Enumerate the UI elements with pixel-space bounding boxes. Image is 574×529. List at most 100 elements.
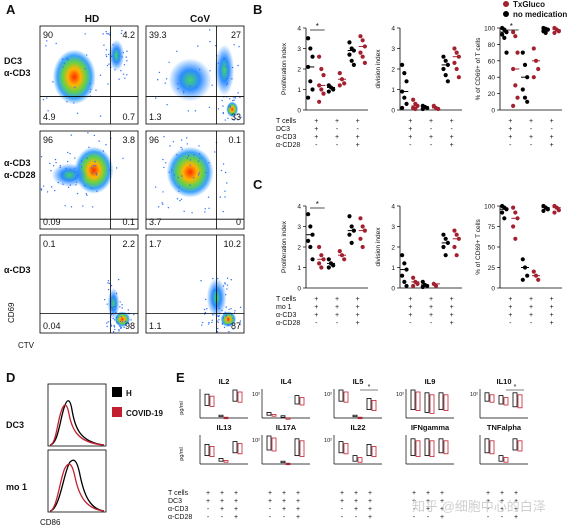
flow-event-dot <box>211 84 213 86</box>
y-tick-label: 2 <box>297 67 301 74</box>
flow-event-dot <box>226 288 228 290</box>
cytokine-title: IL4 <box>281 377 293 386</box>
flow-event-dot <box>52 81 54 83</box>
condition-sign: - <box>207 506 210 513</box>
flow-event-dot <box>197 174 200 176</box>
flow-event-dot <box>209 70 211 72</box>
box-covid <box>223 416 229 420</box>
y-axis-label: Proliferation index <box>281 220 288 273</box>
flow-event-dot <box>224 311 226 314</box>
box-covid <box>429 440 435 457</box>
flow-event-dot <box>169 145 171 147</box>
flow-event-dot <box>234 118 236 120</box>
y-tick-label: 0 <box>297 108 301 115</box>
cytokine-plot-il22: IL22 10² <box>324 423 382 465</box>
quadrant-value-top-right: 2.2 <box>122 239 135 249</box>
y-tick-label: 2 <box>391 245 395 252</box>
flow-event-dot <box>225 315 227 318</box>
box-healthy <box>204 393 210 406</box>
data-point-no-medication <box>326 265 331 270</box>
data-point-no-medication <box>349 58 354 63</box>
quadrant-value-bottom-left: 1.1 <box>149 321 162 331</box>
y-axis-label: division index <box>375 227 382 267</box>
quadrant-value-bottom-right: 98 <box>125 321 135 331</box>
flow-event-dot <box>50 170 52 172</box>
flow-event-dot <box>227 317 229 319</box>
y-axis-label: % of CD69+ T cells <box>475 218 482 274</box>
flow-event-dot <box>217 327 219 330</box>
flow-event-dot <box>119 306 121 308</box>
condition-sign: + <box>450 142 454 149</box>
flow-event-dot <box>113 324 115 327</box>
box-covid <box>209 395 215 407</box>
flow-event-dot <box>105 55 108 58</box>
data-point-txgluco <box>362 60 367 65</box>
quadrant-value-top-right: 10.2 <box>223 239 241 249</box>
data-point-txgluco <box>531 75 536 80</box>
flow-event-dot <box>180 146 182 149</box>
flow-event-dot <box>164 82 166 84</box>
flow-event-dot <box>106 32 108 35</box>
condition-label: DC3 <box>168 498 182 505</box>
flow-event-dot <box>227 324 230 326</box>
flow-event-dot <box>232 99 234 102</box>
condition-sign: + <box>356 142 360 149</box>
flow-event-dot <box>201 324 203 326</box>
data-point-no-medication <box>404 283 409 289</box>
flow-event-dot <box>177 83 179 85</box>
flow-event-dot <box>50 186 53 188</box>
cytokine-plot-il4: IL4 10² <box>252 377 310 420</box>
flow-event-dot <box>189 184 191 186</box>
data-point-no-medication <box>443 236 448 241</box>
flow-event-dot <box>237 64 239 67</box>
data-point-no-medication <box>308 79 313 84</box>
flow-event-dot <box>83 185 86 187</box>
flow-event-dot <box>173 174 176 176</box>
data-point-no-medication <box>522 95 528 100</box>
box-covid <box>429 394 435 414</box>
box-healthy <box>498 455 504 462</box>
box-covid <box>489 394 495 403</box>
condition-sign: + <box>340 498 344 505</box>
condition-sign: + <box>440 498 444 505</box>
panel-a: A HD CoV DC3 α-CD3 α-CD3 α-CD28 α-CD3 90… <box>4 2 245 350</box>
flow-event-dot <box>66 57 68 60</box>
data-point-txgluco <box>358 50 363 55</box>
y-tick-label: 10² <box>324 392 332 398</box>
flow-event-dot <box>222 210 224 213</box>
condition-label: mo 1 <box>276 304 292 311</box>
flow-event-dot <box>162 203 164 205</box>
condition-sign: + <box>296 498 300 505</box>
data-point-txgluco <box>536 277 541 282</box>
data-point-txgluco <box>342 81 347 86</box>
flow-event-dot <box>168 61 170 63</box>
data-point-no-medication <box>310 54 315 59</box>
flow-event-dot <box>105 144 107 146</box>
flow-event-dot <box>107 33 110 35</box>
significance-star: * <box>316 22 319 31</box>
panel-b-label: B <box>253 2 262 17</box>
flow-event-dot <box>208 207 210 209</box>
flow-event-dot <box>183 90 185 92</box>
data-point-txgluco <box>358 34 363 39</box>
condition-sign: + <box>412 490 416 497</box>
flow-event-dot <box>91 172 93 174</box>
condition-sign: + <box>426 498 430 505</box>
flow-event-dot <box>217 108 220 110</box>
flow-event-dot <box>86 194 88 196</box>
data-point-no-medication <box>441 54 446 59</box>
condition-label: T cells <box>276 118 297 125</box>
flow-event-dot <box>224 119 226 121</box>
data-point-no-medication <box>349 224 354 229</box>
flow-event-dot <box>70 206 73 208</box>
condition-label: α-CD3 <box>168 506 188 513</box>
flow-event-dot <box>170 169 173 171</box>
flow-event-dot <box>125 56 127 58</box>
flow-event-dot <box>215 44 217 47</box>
quadrant-value-bottom-right: 0.7 <box>122 112 135 122</box>
data-point-no-medication <box>400 273 405 278</box>
flow-event-dot <box>112 317 114 320</box>
flow-event-dot <box>113 326 116 328</box>
flow-event-dot <box>198 153 201 155</box>
panel-c-label: C <box>253 177 263 192</box>
